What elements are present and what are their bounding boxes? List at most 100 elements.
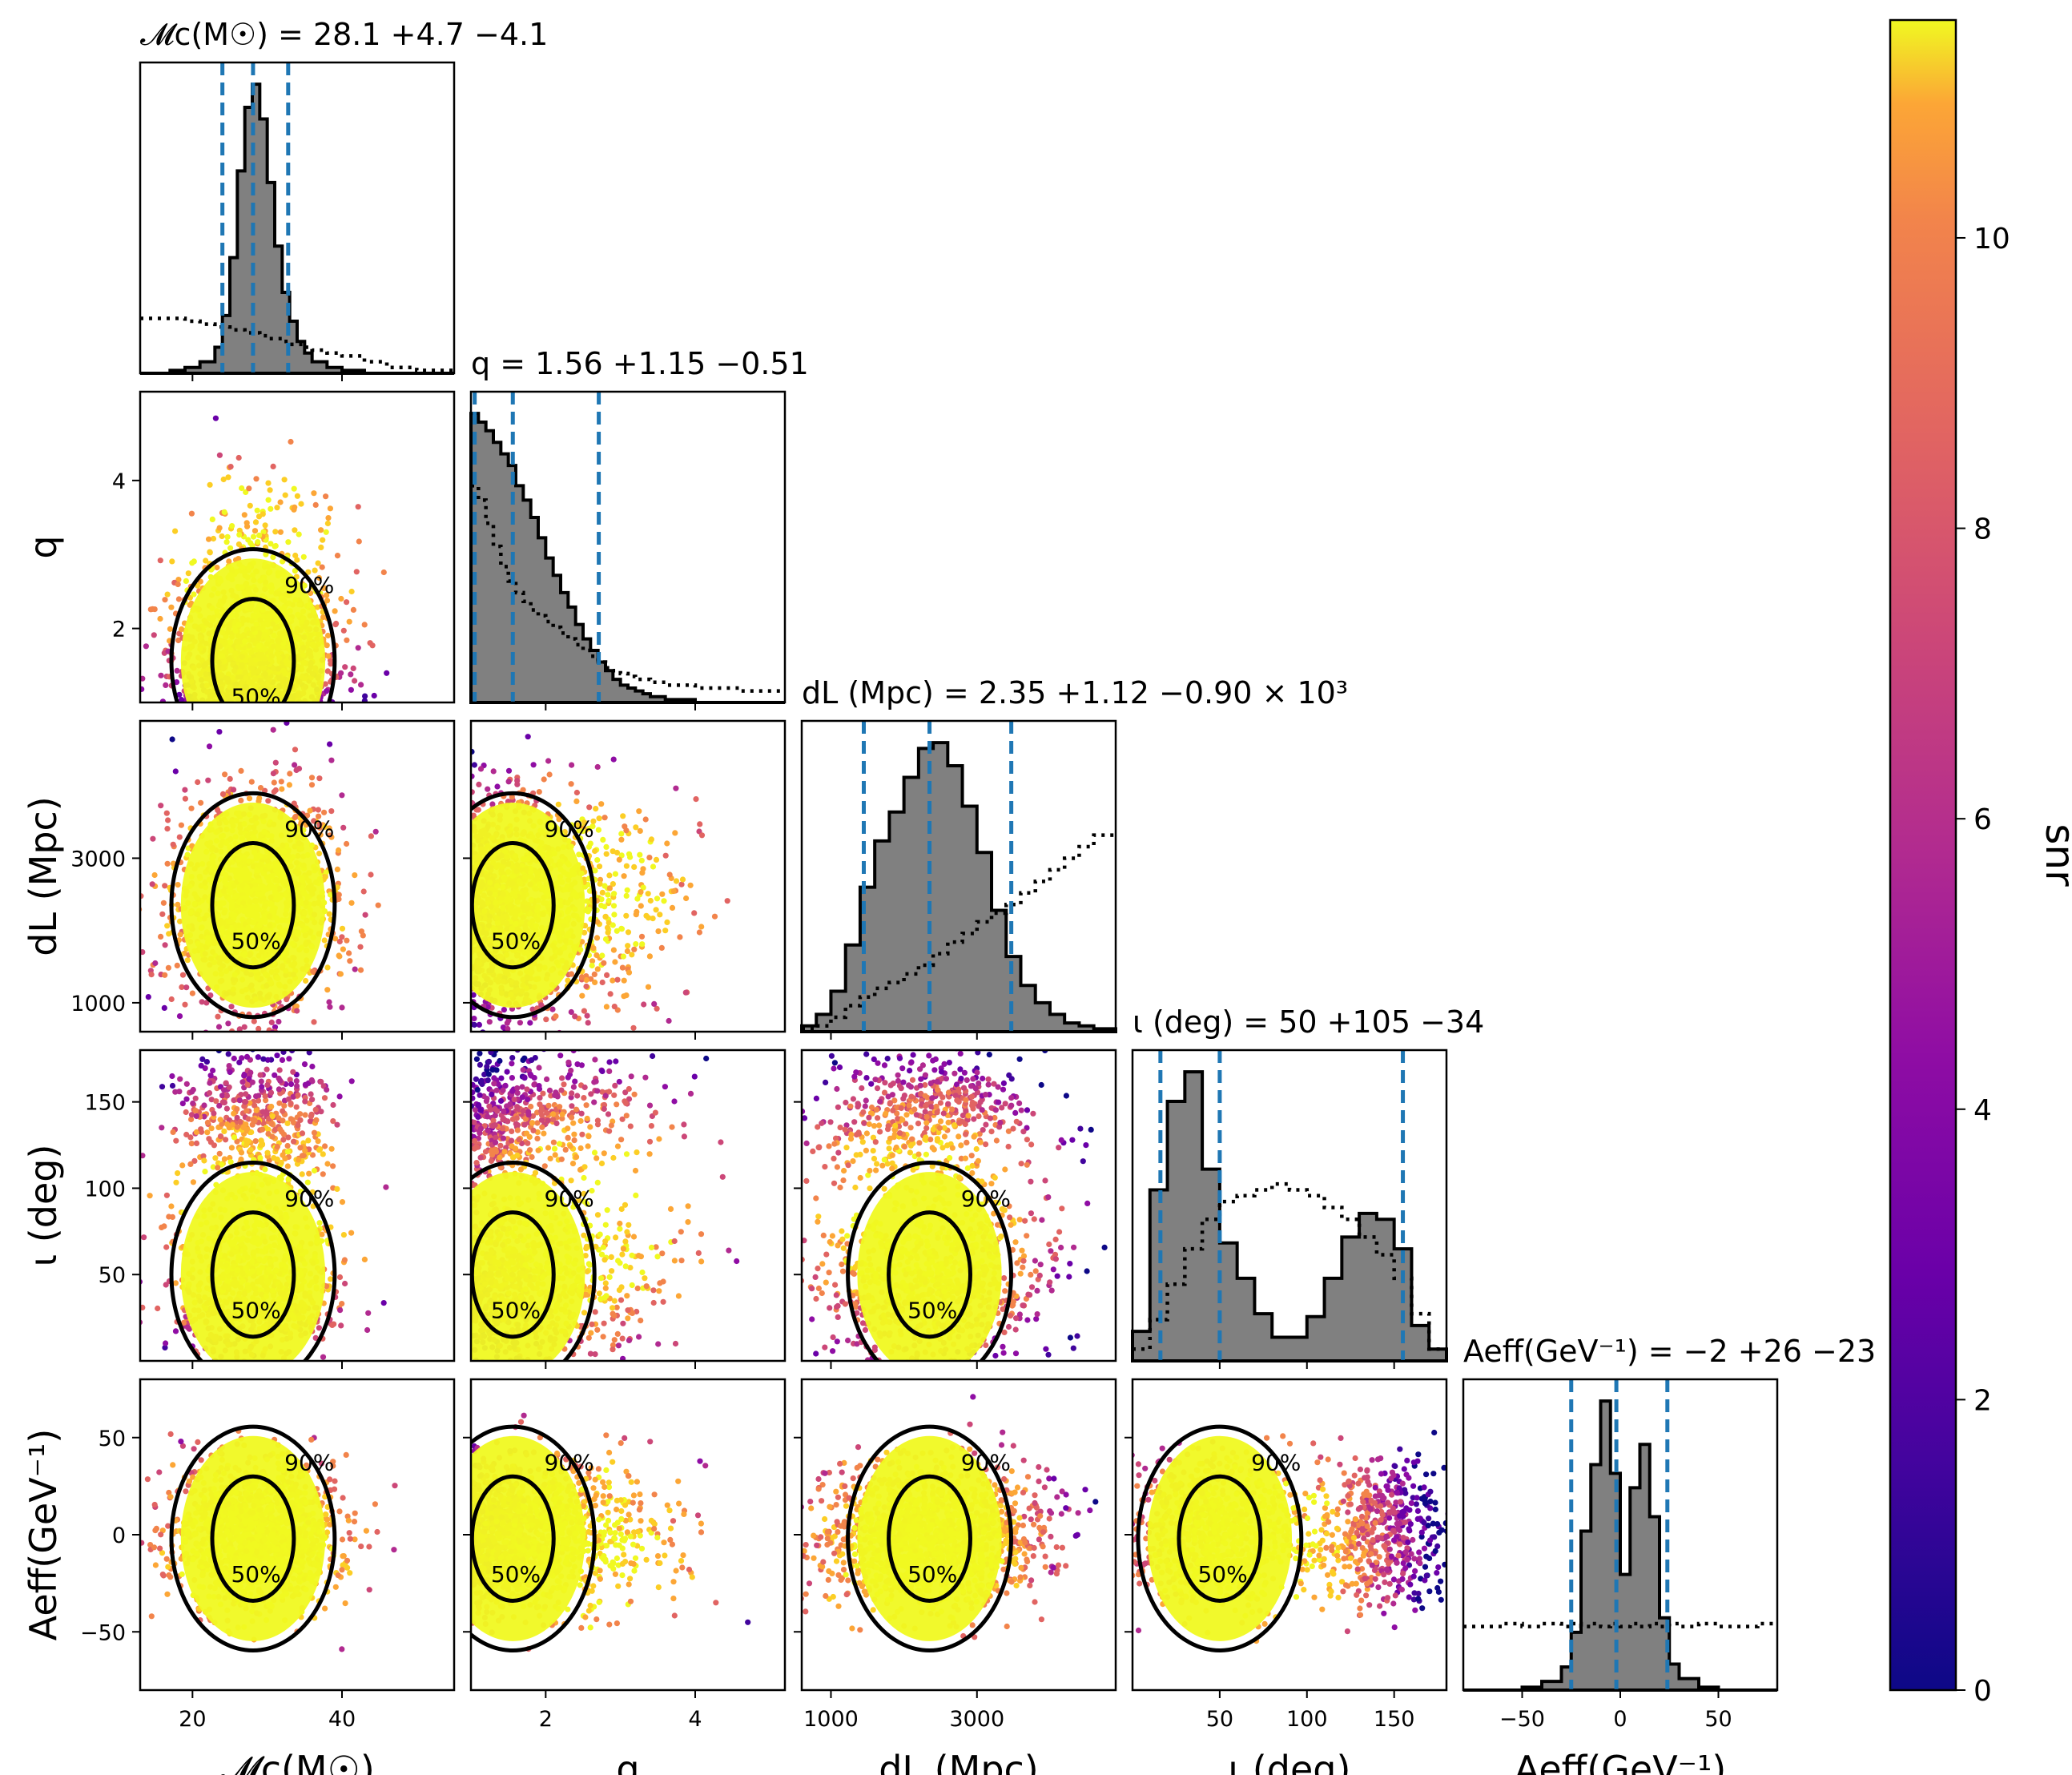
scatter-point <box>627 854 634 860</box>
scatter-point <box>162 1386 167 1391</box>
scatter-point <box>573 789 581 796</box>
scatter-point <box>159 1125 165 1131</box>
scatter-point <box>140 686 145 692</box>
scatter-point <box>308 775 316 781</box>
scatter-point <box>605 929 611 936</box>
scatter-point <box>253 476 260 482</box>
scatter-point <box>213 1098 219 1105</box>
scatter-point <box>199 999 205 1005</box>
scatter-point <box>336 1274 344 1281</box>
scatter-point <box>162 942 168 948</box>
scatter-points-mc-q: 50%90% <box>140 415 390 702</box>
scatter-point <box>601 815 608 821</box>
scatter-point <box>324 592 330 598</box>
scatter-point <box>238 797 244 804</box>
scatter-point <box>308 1113 314 1120</box>
scatter-point <box>639 870 646 876</box>
scatter-point <box>547 1039 553 1044</box>
scatter-point <box>241 512 247 518</box>
scatter-point <box>638 933 646 940</box>
scatter-point <box>324 1390 330 1395</box>
scatter-point <box>161 1004 167 1011</box>
scatter-point <box>610 756 617 763</box>
scatter-point <box>614 928 620 934</box>
scatter-point <box>179 984 185 990</box>
scatter-point <box>587 840 593 847</box>
scatter-point <box>216 729 223 735</box>
scatter-point <box>283 1041 288 1047</box>
scatter-point <box>475 807 481 813</box>
scatter-point <box>599 952 606 959</box>
scatter-point <box>272 1024 279 1030</box>
scatter-point <box>664 840 670 847</box>
scatter-point <box>339 925 346 932</box>
scatter-point <box>271 788 277 795</box>
scatter-point <box>618 831 625 837</box>
scatter-point <box>245 1116 251 1122</box>
scatter-point <box>565 977 571 984</box>
scatter-point <box>339 934 345 940</box>
scatter-point <box>476 1021 483 1028</box>
scatter-point <box>152 960 159 967</box>
scatter-point <box>150 835 156 842</box>
scatter-point <box>175 581 181 588</box>
scatter-point <box>178 697 185 702</box>
scatter-point <box>288 438 294 445</box>
scatter-point <box>339 792 345 799</box>
scatter-point <box>633 941 639 948</box>
scatter-point <box>251 1018 257 1024</box>
scatter-point <box>176 691 183 698</box>
scatter-point <box>606 885 614 892</box>
scatter-point <box>323 493 329 500</box>
scatter-point <box>696 929 703 936</box>
scatter-point <box>277 499 284 505</box>
scatter-point <box>545 758 552 764</box>
scatter-point <box>188 1112 195 1118</box>
scatter-point <box>324 598 331 604</box>
scatter-point <box>299 1153 306 1159</box>
scatter-point <box>206 1136 212 1142</box>
scatter-point <box>316 1325 322 1331</box>
scatter-point <box>594 763 601 771</box>
scatter-point <box>308 782 316 788</box>
scatter-point <box>316 775 323 782</box>
scatter-point <box>509 794 515 800</box>
scatter-point <box>305 569 312 575</box>
scatter-panel-mc-iota: 50%90% <box>112 1035 456 1395</box>
scatter-point <box>223 1373 229 1379</box>
scatter-point <box>172 1328 179 1334</box>
scatter-point <box>569 762 575 768</box>
scatter-point <box>501 1007 508 1013</box>
scatter-point <box>319 564 325 570</box>
scatter-point <box>112 1230 118 1235</box>
scatter-point <box>316 821 323 827</box>
scatter-point <box>286 782 292 788</box>
scatter-point <box>298 501 304 507</box>
scatter-point <box>164 591 171 598</box>
scatter-point <box>645 891 651 897</box>
scatter-point <box>221 1099 227 1106</box>
scatter-point <box>697 821 703 827</box>
scatter-point <box>603 851 610 857</box>
scatter-point <box>292 762 298 768</box>
scatter-point <box>514 714 520 719</box>
scatter-point <box>693 796 699 803</box>
scatter-point <box>529 1006 536 1012</box>
scatter-point <box>184 851 191 858</box>
scatter-point <box>260 511 266 517</box>
scatter-point <box>631 946 638 952</box>
scatter-point <box>268 1019 275 1025</box>
scatter-point <box>241 1024 247 1030</box>
scatter-point <box>260 1035 266 1040</box>
scatter-point <box>235 454 242 461</box>
histogram-title-iota: ι (deg) = 50 +105 −34 <box>1133 1004 1484 1040</box>
scatter-point <box>324 964 331 971</box>
scatter-point <box>505 779 512 785</box>
scatter-point <box>319 1231 325 1238</box>
scatter-point <box>308 1091 314 1097</box>
scatter-point <box>637 851 643 858</box>
scatter-point <box>278 779 284 785</box>
scatter-point <box>173 1179 179 1185</box>
scatter-point <box>219 533 225 540</box>
